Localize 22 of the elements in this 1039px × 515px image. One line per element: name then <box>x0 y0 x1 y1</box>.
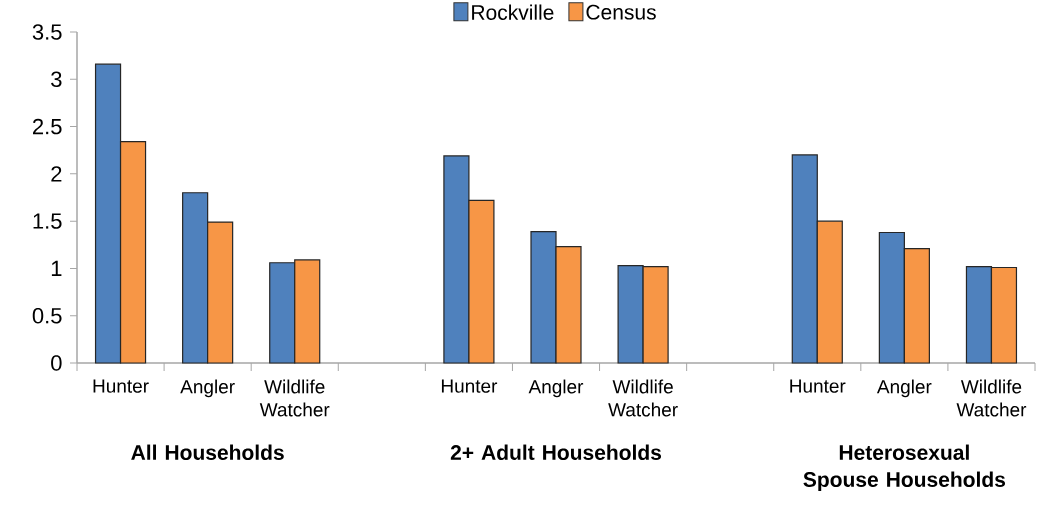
x-tick-label: Wildlife Watcher <box>608 379 678 417</box>
legend-label: Census <box>586 4 656 20</box>
x-tick-label: Wildlife Watcher <box>956 379 1027 417</box>
y-tick-label: 2.5 <box>33 118 62 135</box>
y-tick-label: 2 <box>51 166 62 182</box>
text: All Households <box>131 444 284 460</box>
y-tick-label: 3.5 <box>32 24 62 40</box>
x-tick-label: Hunter <box>93 379 149 393</box>
x-tick-label: Hunter <box>441 379 498 393</box>
y-tick-label: 0 <box>51 355 62 371</box>
x-tick-label: Hunter <box>790 379 846 393</box>
x-tick-label: Angler <box>180 379 235 398</box>
legend-label: Rockville <box>472 4 554 20</box>
y-tick-label: 0.5 <box>32 307 62 324</box>
x-tick-label: Angler <box>528 379 584 398</box>
y-tick-label: 3 <box>51 71 62 88</box>
x-tick-label: Angler <box>876 379 932 398</box>
text: Heterosexual Spouse Households <box>803 444 1006 492</box>
y-tick-label: 1 <box>51 260 62 276</box>
text: 2+ Adult Households <box>450 444 662 460</box>
x-tick-label: Wildlife Watcher <box>259 379 330 417</box>
y-tick-label: 1.5 <box>33 213 62 229</box>
